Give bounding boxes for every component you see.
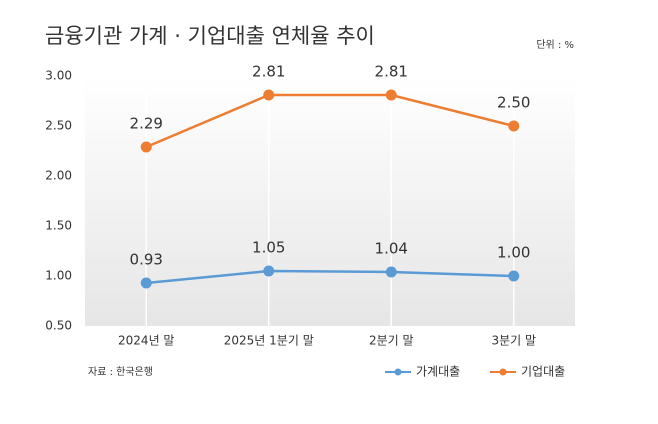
legend-label: 기업대출 — [521, 365, 565, 379]
x-tick-label: 2025년 1분기 말 — [224, 334, 314, 348]
unit-label: 단위 : % — [536, 38, 574, 51]
data-point — [385, 266, 397, 278]
data-label: 1.05 — [252, 239, 285, 257]
data-point — [140, 277, 152, 289]
data-point — [263, 89, 275, 101]
data-label: 2.81 — [375, 63, 408, 81]
legend-marker — [394, 368, 402, 376]
data-point — [385, 89, 397, 101]
y-tick-label: 3.00 — [45, 69, 72, 83]
series-line — [146, 269, 514, 285]
y-tick-label: 0.50 — [45, 319, 72, 333]
data-label: 0.93 — [130, 251, 163, 269]
data-point — [508, 120, 520, 132]
data-point — [508, 270, 520, 282]
y-tick-label: 1.50 — [45, 219, 72, 233]
data-label: 2.29 — [130, 115, 163, 133]
data-label: 1.00 — [497, 244, 530, 262]
legend-marker — [499, 368, 507, 376]
data-point — [263, 265, 275, 277]
data-label: 2.50 — [497, 94, 530, 112]
x-tick-label: 2024년 말 — [118, 334, 174, 348]
data-label: 1.04 — [375, 240, 408, 258]
source-label: 자료 : 한국은행 — [88, 366, 153, 378]
legend-label: 가계대출 — [416, 365, 460, 379]
x-tick-label: 2분기 말 — [369, 334, 414, 348]
series-line — [145, 93, 515, 149]
data-label: 2.81 — [252, 63, 285, 81]
x-tick-label: 3분기 말 — [491, 334, 536, 348]
data-point — [140, 141, 152, 153]
y-tick-label: 2.50 — [45, 119, 72, 133]
plot-area — [85, 76, 575, 326]
y-tick-label: 1.00 — [45, 269, 72, 283]
y-tick-label: 2.00 — [45, 169, 72, 183]
chart-title: 금융기관 가계 · 기업대출 연체율 추이 — [45, 24, 375, 48]
